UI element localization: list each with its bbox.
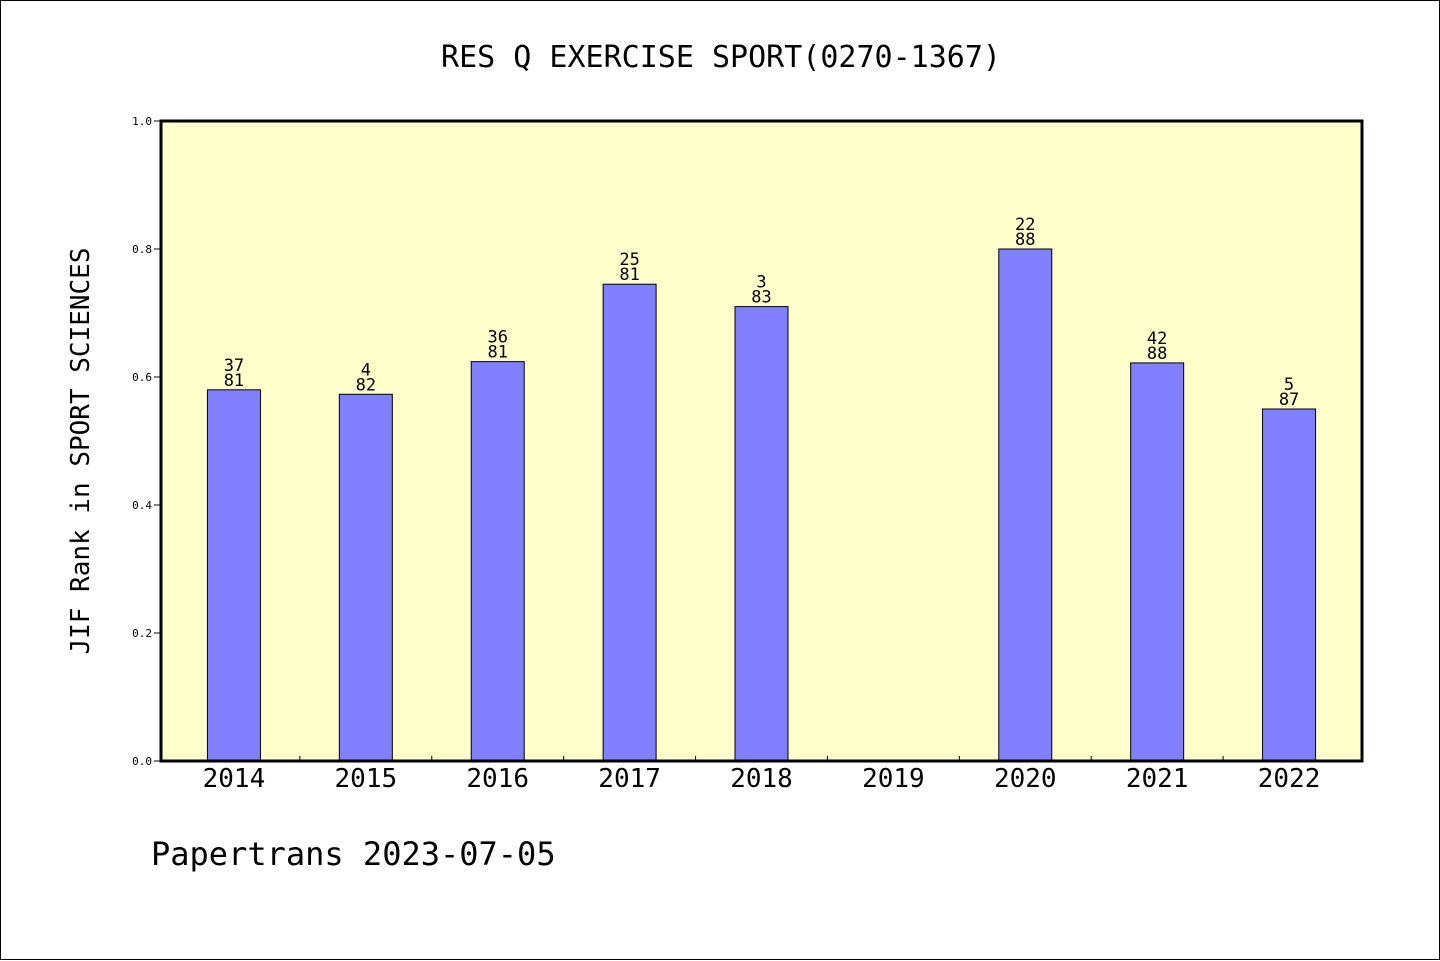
chart-title: RES Q EXERCISE SPORT(0270-1367)	[441, 40, 1001, 75]
y-tick-label: 0.0	[132, 755, 152, 768]
bar-label-total: 81	[487, 343, 507, 363]
bar-label-rank: 5	[1284, 375, 1294, 395]
bar-label-rank: 3	[756, 273, 766, 293]
x-tick-label: 2020	[994, 764, 1057, 794]
bar	[1262, 408, 1317, 762]
bar	[470, 361, 525, 762]
x-tick-label: 2017	[598, 764, 661, 794]
bar-label-total: 88	[1015, 230, 1035, 250]
y-tick-label: 1.0	[132, 115, 152, 128]
x-tick-label: 2015	[335, 764, 398, 794]
bar-label-total: 81	[619, 265, 639, 285]
bar-label-rank: 22	[1015, 215, 1035, 235]
bar-label-total: 81	[224, 371, 244, 391]
bar-label-rank: 37	[224, 356, 244, 376]
bar	[338, 393, 393, 762]
x-tick-label: 2016	[466, 764, 529, 794]
plot-border	[159, 119, 1364, 763]
x-tick-label: 2018	[730, 764, 793, 794]
bar-label-total: 87	[1279, 390, 1299, 410]
footer-text: Papertrans 2023-07-05	[151, 835, 556, 873]
y-tick-label: 0.2	[132, 627, 152, 640]
bar	[206, 389, 261, 762]
bar-label-total: 88	[1147, 344, 1167, 364]
y-tick-label: 0.8	[132, 243, 152, 256]
bar-label-total: 82	[356, 375, 376, 395]
x-tick-label: 2019	[862, 764, 925, 794]
bar	[602, 283, 657, 762]
y-tick-label: 0.6	[132, 371, 152, 384]
x-tick-label: 2022	[1258, 764, 1321, 794]
y-tick-label: 0.4	[132, 499, 152, 512]
bar-label-rank: 42	[1147, 329, 1167, 349]
chart-marks: 0.00.20.40.60.81.02014378120154822016368…	[132, 115, 1320, 794]
bar	[734, 306, 789, 762]
x-tick-label: 2014	[203, 764, 266, 794]
bar-label-rank: 4	[361, 360, 371, 380]
x-tick-label: 2021	[1126, 764, 1189, 794]
bar-label-rank: 36	[487, 328, 507, 348]
bar	[998, 248, 1053, 762]
bar	[1130, 362, 1185, 762]
bar-label-rank: 25	[619, 250, 639, 270]
bar-label-total: 83	[751, 288, 771, 308]
y-axis-label: JIF Rank in SPORT SCIENCES	[66, 248, 96, 655]
